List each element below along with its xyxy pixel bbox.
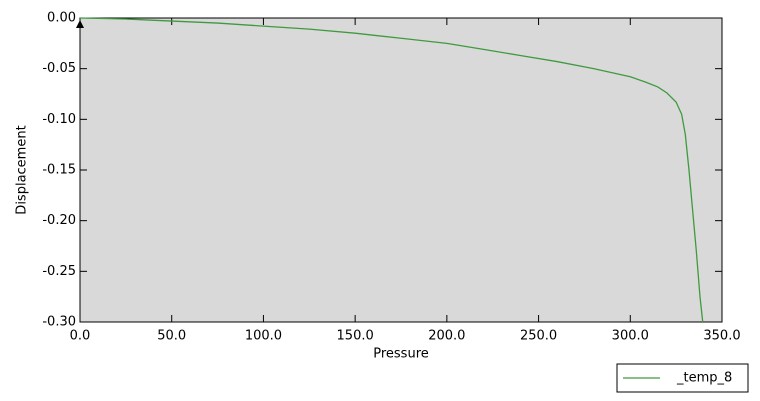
legend-label: _temp_8 bbox=[676, 371, 732, 386]
plot-area bbox=[79, 17, 723, 323]
x-tick-label: 350.0 bbox=[703, 329, 740, 344]
y-tick-label: 0.00 bbox=[47, 11, 76, 26]
y-tick-label: -0.15 bbox=[42, 163, 76, 178]
series-line bbox=[79, 17, 704, 323]
x-axis-label: Pressure bbox=[373, 347, 429, 362]
x-tick-label: 0.0 bbox=[70, 329, 91, 344]
x-tick-label: 100.0 bbox=[245, 329, 282, 344]
y-axis-label: Displacement bbox=[15, 125, 30, 214]
x-tick-label: 300.0 bbox=[612, 329, 649, 344]
y-tick-label: -0.10 bbox=[42, 112, 76, 127]
y-tick-label: -0.20 bbox=[42, 213, 76, 228]
x-tick-label: 250.0 bbox=[520, 329, 557, 344]
y-tick-label: -0.05 bbox=[42, 61, 76, 76]
x-tick-label: 50.0 bbox=[157, 329, 186, 344]
x-tick-label: 200.0 bbox=[428, 329, 465, 344]
y-tick-label: -0.25 bbox=[42, 264, 76, 279]
x-tick-label: 150.0 bbox=[337, 329, 374, 344]
y-tick-label: -0.30 bbox=[42, 315, 76, 330]
